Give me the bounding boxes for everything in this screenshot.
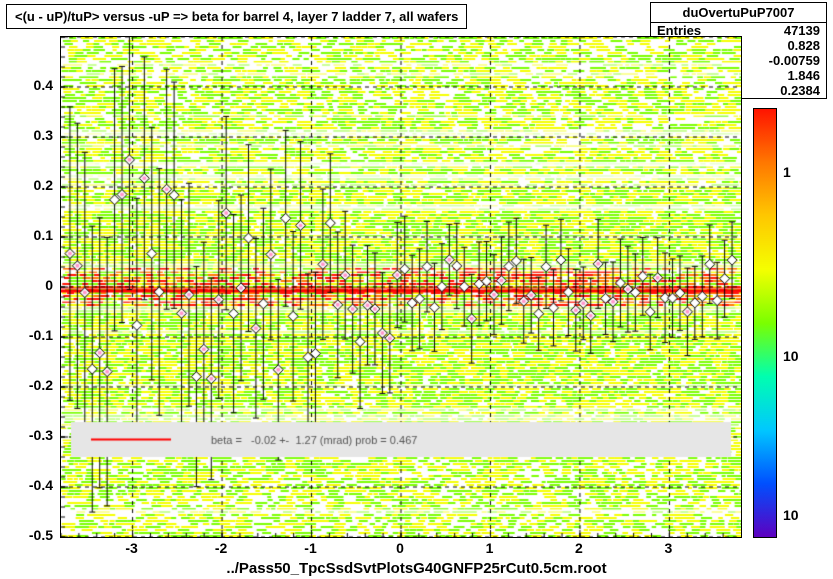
x-tick-label: -1	[304, 540, 316, 556]
y-tick-label: 0.3	[8, 127, 53, 143]
colorbar-label: 10	[783, 348, 799, 364]
x-tick-label: 3	[665, 540, 673, 556]
stats-value: -0.00759	[769, 53, 820, 68]
stats-value: 0.2384	[780, 83, 820, 98]
overlay-canvas	[61, 37, 741, 537]
stats-value: 1.846	[787, 68, 820, 83]
y-tick-label: -0.3	[8, 427, 53, 443]
y-tick-label: -0.5	[8, 527, 53, 543]
x-tick-label: -2	[215, 540, 227, 556]
y-tick-label: 0.1	[8, 227, 53, 243]
y-tick-label: 0.4	[8, 77, 53, 93]
stats-name: duOvertuPuP7007	[651, 3, 826, 23]
colorbar-canvas	[754, 109, 776, 537]
x-tick-label: 1	[486, 540, 494, 556]
stats-value: 47139	[784, 23, 820, 38]
x-tick-label: 0	[396, 540, 404, 556]
plot-area	[60, 36, 742, 538]
colorbar-label: 1	[783, 164, 791, 180]
y-tick-label: 0.2	[8, 177, 53, 193]
x-tick-label: -3	[125, 540, 137, 556]
y-tick-label: 0	[8, 277, 53, 293]
x-tick-label: 2	[575, 540, 583, 556]
stats-value: 0.828	[787, 38, 820, 53]
filepath-label: ../Pass50_TpcSsdSvtPlotsG40GNFP25rCut0.5…	[0, 560, 833, 577]
y-tick-label: -0.2	[8, 377, 53, 393]
colorbar	[753, 108, 777, 538]
y-tick-label: -0.1	[8, 327, 53, 343]
colorbar-label: 10	[783, 507, 799, 523]
chart-title: <(u - uP)/tuP> versus -uP => beta for ba…	[6, 4, 467, 29]
y-tick-label: -0.4	[8, 477, 53, 493]
